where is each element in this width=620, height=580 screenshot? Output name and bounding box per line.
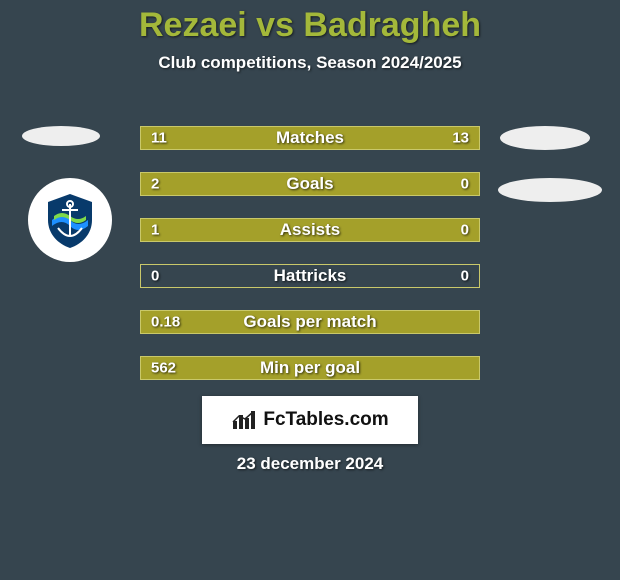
stat-value-right: 0 — [461, 222, 469, 239]
stat-value-left: 11 — [151, 130, 167, 147]
stat-label: Goals per match — [243, 312, 376, 332]
stat-label: Assists — [280, 220, 340, 240]
chart-icon — [231, 409, 257, 431]
stat-row: Assists 1 0 — [140, 218, 480, 242]
ellipse-right-top — [500, 126, 590, 150]
stat-bar-left — [141, 219, 405, 241]
stat-bar-left — [141, 173, 405, 195]
stat-value-left: 1 — [151, 222, 159, 239]
ellipse-right-mid — [498, 178, 602, 202]
stat-value-left: 0.18 — [151, 314, 180, 331]
stat-value-left: 562 — [151, 360, 176, 377]
snapshot-date: 23 december 2024 — [0, 454, 620, 474]
ellipse-left-top — [22, 126, 100, 146]
stat-row: Matches 11 13 — [140, 126, 480, 150]
stat-label: Matches — [276, 128, 344, 148]
comparison-subtitle: Club competitions, Season 2024/2025 — [0, 53, 620, 73]
comparison-bars: Matches1113Goals20Assists10Hattricks00Go… — [140, 126, 480, 402]
stat-label: Min per goal — [260, 358, 360, 378]
club-badge — [28, 178, 112, 262]
stat-value-left: 0 — [151, 268, 159, 285]
anchor-shield-icon — [40, 190, 100, 250]
stat-row: Min per goal 562 — [140, 356, 480, 380]
comparison-title: Rezaei vs Badragheh — [0, 0, 620, 45]
stat-row: Goals per match 0.18 — [140, 310, 480, 334]
stat-row: Hattricks 0 0 — [140, 264, 480, 288]
stat-row: Goals 2 0 — [140, 172, 480, 196]
stat-value-right: 0 — [461, 176, 469, 193]
stat-value-right: 13 — [452, 130, 469, 147]
stat-label: Goals — [286, 174, 333, 194]
stat-label: Hattricks — [274, 266, 347, 286]
stat-value-right: 0 — [461, 268, 469, 285]
stat-value-left: 2 — [151, 176, 159, 193]
source-logo: FcTables.com — [202, 396, 418, 444]
source-logo-text: FcTables.com — [263, 409, 388, 431]
